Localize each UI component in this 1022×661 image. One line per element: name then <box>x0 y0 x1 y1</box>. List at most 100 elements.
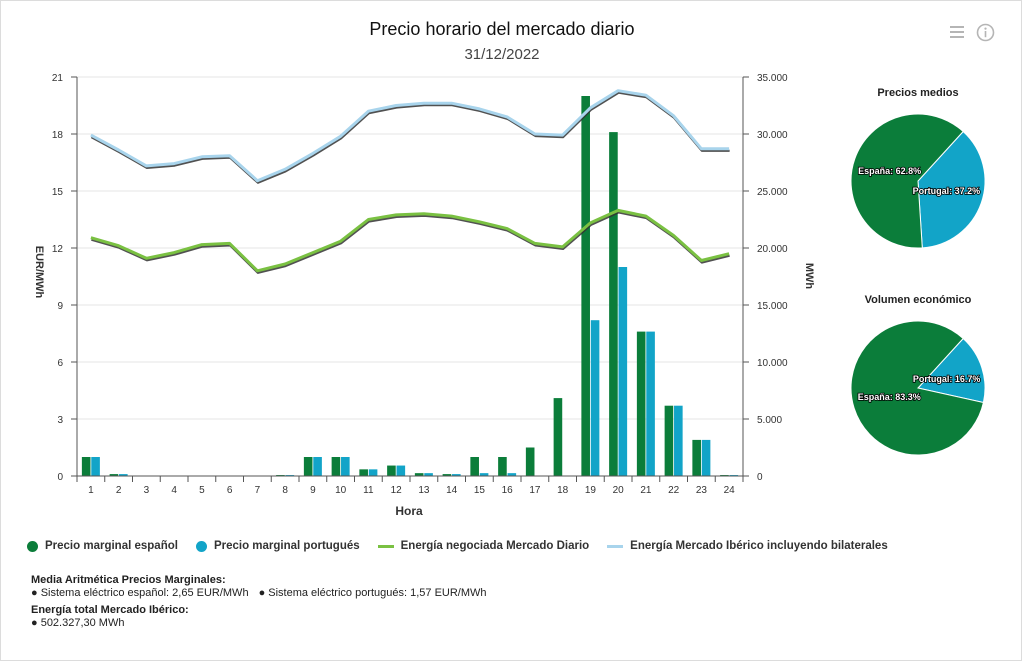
x-tick-label: 13 <box>418 485 430 496</box>
x-tick-label: 23 <box>696 485 708 496</box>
bar-spain <box>109 474 119 476</box>
bar-spain <box>609 132 618 476</box>
pie-slice-portugal <box>917 337 986 404</box>
legend-item-portugal-price[interactable]: Precio marginal portugués <box>195 540 360 552</box>
y2-tick-label: 5.000 <box>757 415 782 426</box>
y2-tick-label: 0 <box>757 472 763 483</box>
bar-portugal <box>341 457 350 476</box>
x-tick-label: 7 <box>255 485 261 496</box>
y-tick-label: 0 <box>57 472 63 483</box>
bar-portugal <box>701 439 711 476</box>
bar-portugal <box>590 320 600 476</box>
chart-legend: Precio marginal español Precio marginal … <box>27 538 906 554</box>
avg-portugal-value: ● Sistema eléctrico portugués: 1,57 EUR/… <box>258 587 487 599</box>
pie-title: Precios medios <box>877 87 958 99</box>
x-tick-label: 12 <box>391 485 403 496</box>
y2-tick-label: 25.000 <box>757 187 788 198</box>
y-tick-label: 6 <box>57 358 63 369</box>
pie-label: Portugal: 16.7% <box>913 374 981 384</box>
bar-portugal <box>396 465 406 476</box>
pie-slice-spain <box>850 320 985 456</box>
x-tick-label: 1 <box>88 485 94 496</box>
y-tick-label: 21 <box>52 73 64 84</box>
main-chart: 03691215182105.00010.00015.00020.00025.0… <box>33 73 815 518</box>
line-energy-iberian <box>90 89 730 183</box>
pie-chart-volumen-economico: Volumen económico Portugal: 16.7% España:… <box>850 294 986 456</box>
bar-portugal <box>507 473 517 476</box>
legend-item-energy-iberian[interactable]: Energía Mercado Ibérico incluyendo bilat… <box>607 540 888 552</box>
avg-spain-value: ● Sistema eléctrico español: 2,65 EUR/MW… <box>31 587 249 599</box>
bar-portugal <box>646 331 655 476</box>
pie-chart-precios-medios: Precios medios Portugal: 37.2% España: 62… <box>850 87 986 249</box>
total-energy-value: ● 502.327,30 MWh <box>31 617 125 629</box>
pie-slice-portugal <box>917 130 986 249</box>
avg-prices-title: Media Aritmética Precios Marginales: <box>31 574 226 586</box>
bar-spain <box>664 405 674 476</box>
bar-spain <box>387 465 396 476</box>
x-tick-label: 17 <box>529 485 541 496</box>
y2-tick-label: 10.000 <box>757 358 788 369</box>
line-shadow <box>91 211 730 274</box>
bar-spain <box>525 447 535 476</box>
bar-spain <box>414 473 424 476</box>
pie-label: España: 62.8% <box>858 166 921 176</box>
legend-label: Precio marginal portugués <box>213 540 360 552</box>
x-tick-label: 5 <box>199 485 205 496</box>
x-tick-label: 21 <box>640 485 652 496</box>
bar-portugal <box>674 405 683 476</box>
legend-item-energy-daily[interactable]: Energía negociada Mercado Diario <box>377 540 590 552</box>
x-tick-label: 6 <box>227 485 233 496</box>
x-tick-label: 10 <box>335 485 347 496</box>
bar-spain <box>442 474 452 476</box>
x-tick-label: 2 <box>116 485 122 496</box>
bar-spain <box>636 331 646 476</box>
x-tick-label: 20 <box>613 485 625 496</box>
hamburger-menu-icon[interactable] <box>948 23 966 41</box>
pie-title: Volumen económico <box>865 294 972 306</box>
pie-label: España: 83.3% <box>858 392 921 402</box>
bar-spain <box>331 457 341 476</box>
bar-spain <box>553 398 563 476</box>
y2-axis-title: MWh <box>803 263 815 290</box>
x-tick-label: 24 <box>724 485 736 496</box>
y-tick-label: 9 <box>57 301 63 312</box>
pie-slice-spain <box>850 113 964 249</box>
x-tick-label: 4 <box>171 485 177 496</box>
bar-spain <box>81 457 91 476</box>
bar-portugal <box>368 469 378 476</box>
bar-portugal <box>313 457 322 476</box>
bar-spain <box>581 96 590 476</box>
y2-tick-label: 35.000 <box>757 73 788 84</box>
y2-tick-label: 15.000 <box>757 301 788 312</box>
summary-panel: Media Aritmética Precios Marginales: ● S… <box>31 574 497 630</box>
bar-spain <box>359 469 368 476</box>
legend-line-icon <box>607 544 624 548</box>
y-tick-label: 3 <box>57 415 63 426</box>
line-shadow <box>90 91 730 184</box>
bar-spain <box>498 457 507 476</box>
x-tick-label: 15 <box>474 485 486 496</box>
y2-tick-label: 20.000 <box>757 244 788 255</box>
x-tick-label: 11 <box>363 485 374 496</box>
x-tick-label: 8 <box>282 485 288 496</box>
bar-spain <box>303 457 313 476</box>
x-tick-label: 16 <box>502 485 514 496</box>
bar-portugal <box>424 473 433 476</box>
legend-dot-icon <box>27 540 38 552</box>
x-tick-label: 22 <box>668 485 680 496</box>
y-axis-title: EUR/MWh <box>33 246 45 299</box>
info-icon[interactable] <box>976 23 995 42</box>
chart-title: Precio horario del mercado diario <box>369 19 635 39</box>
y-tick-label: 12 <box>52 244 64 255</box>
y-tick-label: 15 <box>52 187 64 198</box>
legend-line-icon <box>377 544 394 548</box>
legend-item-spain-price[interactable]: Precio marginal español <box>27 540 178 552</box>
x-tick-label: 14 <box>446 485 458 496</box>
total-energy-title: Energía total Mercado Ibérico: <box>31 604 189 616</box>
chart-date: 31/12/2022 <box>464 46 540 63</box>
legend-label: Energía negociada Mercado Diario <box>400 540 590 552</box>
line-energy-daily <box>90 208 730 273</box>
y-tick-label: 18 <box>52 130 64 141</box>
bar-spain <box>692 439 701 476</box>
x-tick-label: 3 <box>144 485 150 496</box>
